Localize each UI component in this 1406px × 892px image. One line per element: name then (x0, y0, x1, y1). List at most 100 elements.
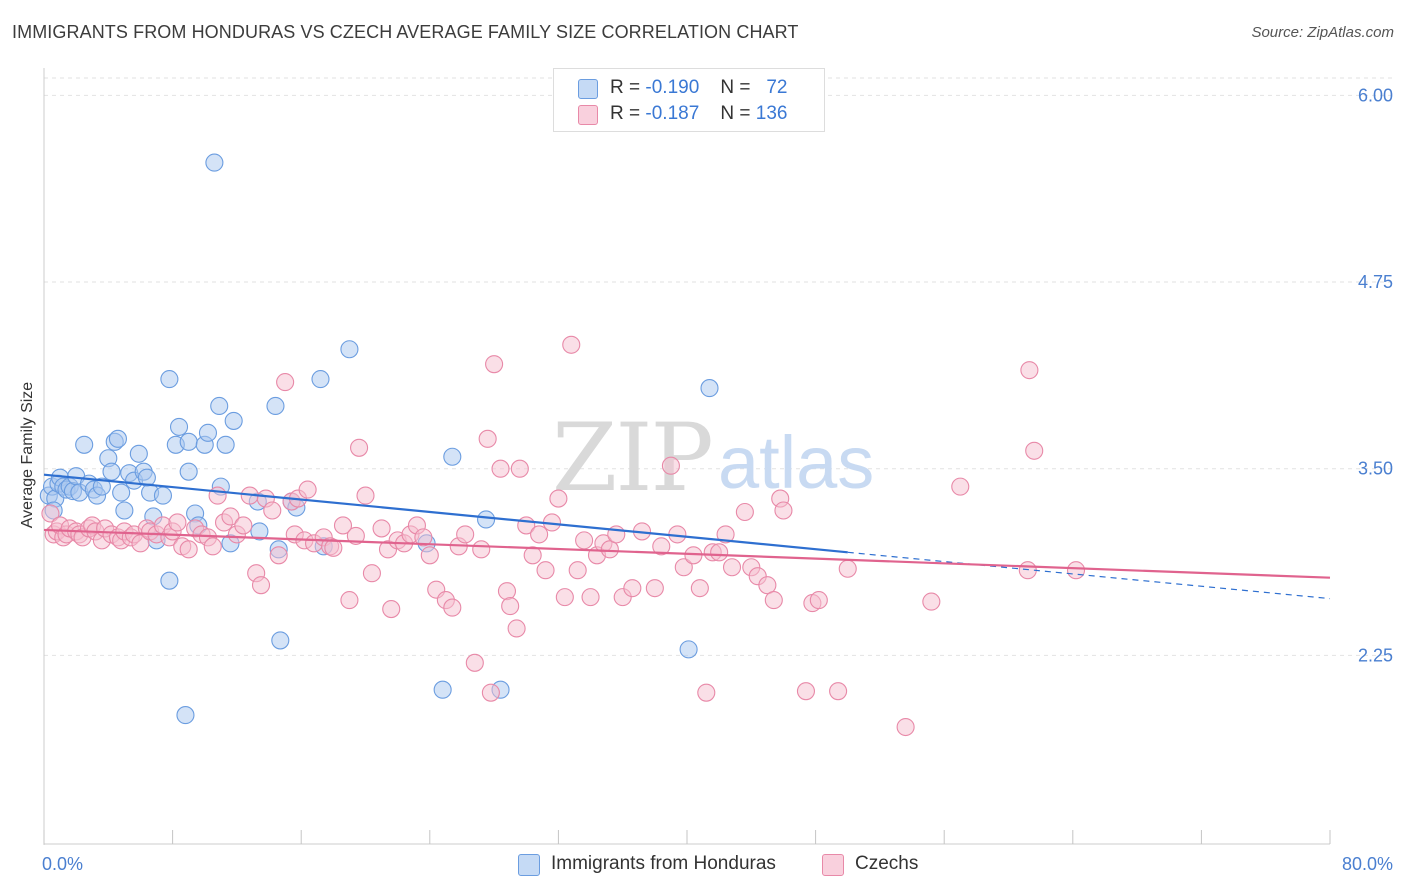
x-tick-label: 80.0% (1342, 854, 1393, 874)
x-tick-labels: 0.0% 80.0% (42, 854, 1393, 874)
honduras-point (112, 483, 131, 502)
honduras-point (311, 370, 330, 389)
czechs-point (497, 582, 517, 601)
czechs-point (838, 559, 857, 578)
czechs-point (478, 429, 497, 448)
czechs-point (276, 373, 295, 392)
grid-lines (44, 77, 1394, 656)
honduras-point (169, 417, 189, 436)
czechs-point (896, 717, 915, 737)
czechs-point (324, 538, 343, 557)
czechs-point (131, 534, 150, 553)
honduras-point (216, 435, 235, 454)
czechs-point (298, 480, 317, 499)
czechs-point (372, 519, 391, 538)
honduras-point (160, 571, 179, 590)
czechs-point (443, 598, 462, 617)
y-tick-label: 2.25 (1358, 645, 1393, 665)
czechs-point (510, 459, 529, 478)
y-tick-labels: 2.25 3.50 4.75 6.00 (1358, 85, 1393, 665)
czechs-point (234, 516, 253, 535)
legend-r-value: -0.190 (645, 77, 700, 98)
legend-r-label: R = (610, 103, 641, 124)
watermark-atlas: atlas (718, 421, 874, 504)
honduras-point (153, 486, 173, 505)
honduras-point (179, 462, 198, 481)
czechs-point (346, 526, 365, 545)
legend-n-value: 72 (766, 77, 788, 98)
honduras-point (679, 640, 698, 659)
bottom-legend-label: Czechs (855, 853, 919, 874)
x-tick-label: 0.0% (42, 854, 83, 874)
czechs-point (716, 525, 735, 544)
watermark: ZIP atlas (552, 404, 874, 513)
czechs-point (600, 540, 619, 559)
czechs-point (420, 546, 439, 565)
honduras-point (477, 510, 496, 529)
honduras-point (108, 429, 127, 448)
czechs-point (472, 540, 491, 559)
czechs-point (350, 438, 369, 457)
axes (43, 68, 1331, 845)
czechs-point (208, 486, 227, 505)
chart-source: Source: ZipAtlas.com (1251, 24, 1394, 41)
czechs-point (1020, 361, 1039, 380)
czechs-point (168, 513, 187, 532)
czechs-point (179, 540, 198, 559)
honduras-point (433, 680, 452, 699)
trend-lines (43, 473, 1331, 600)
czechs-point (951, 477, 970, 496)
honduras-point (92, 477, 111, 496)
czechs-point (507, 619, 526, 638)
czechs-point (523, 546, 542, 565)
czechs-point (581, 588, 600, 607)
honduras-point (205, 153, 224, 172)
czechs-point (1066, 561, 1086, 580)
czechs-point (764, 591, 783, 610)
y-tick-label: 3.50 (1358, 459, 1393, 479)
honduras-point (250, 522, 269, 541)
czechs-point (485, 355, 504, 374)
czechs-point (796, 682, 816, 701)
czechs-point (652, 537, 671, 556)
legend-n-label: N = (720, 103, 751, 124)
czechs-point (362, 564, 381, 583)
watermark-zip: ZIP (552, 404, 712, 513)
czechs-point (263, 501, 282, 520)
czechs-point (549, 489, 568, 508)
czechs-point (829, 682, 848, 701)
honduras-point (266, 396, 285, 416)
czechs-point (340, 591, 359, 610)
honduras-point (198, 423, 218, 442)
czechs-point (221, 507, 240, 526)
czechs-point (735, 502, 754, 522)
y-tick-label: 6.00 (1358, 85, 1393, 105)
czechs-point (758, 576, 777, 595)
honduras-point (176, 706, 195, 725)
czechs-point (722, 558, 742, 577)
honduras-point (75, 435, 94, 454)
honduras-trend-line (43, 473, 848, 554)
czechs-point (661, 456, 680, 475)
czechs-point (203, 537, 222, 556)
czechs-point (645, 579, 664, 598)
czechs-point (530, 525, 549, 544)
honduras-point (115, 501, 134, 520)
czechs-point (555, 588, 574, 607)
legend-r-label: R = (610, 77, 641, 98)
czechs-point (41, 504, 60, 523)
legend-swatch-pink (578, 105, 598, 125)
czechs-point (491, 459, 510, 478)
bottom-legend-swatch-blue (518, 854, 540, 876)
czechs-point (465, 653, 484, 672)
czechs-point (674, 558, 693, 577)
czechs-point (1025, 441, 1044, 460)
legend-swatch-blue (578, 79, 598, 99)
bottom-legend-label: Immigrants from Honduras (551, 853, 776, 874)
legend-r-value: -0.187 (645, 103, 700, 124)
czechs-point (710, 543, 729, 562)
czechs-point (501, 597, 520, 616)
czechs-point (536, 561, 555, 580)
y-tick-label: 4.75 (1358, 272, 1393, 292)
